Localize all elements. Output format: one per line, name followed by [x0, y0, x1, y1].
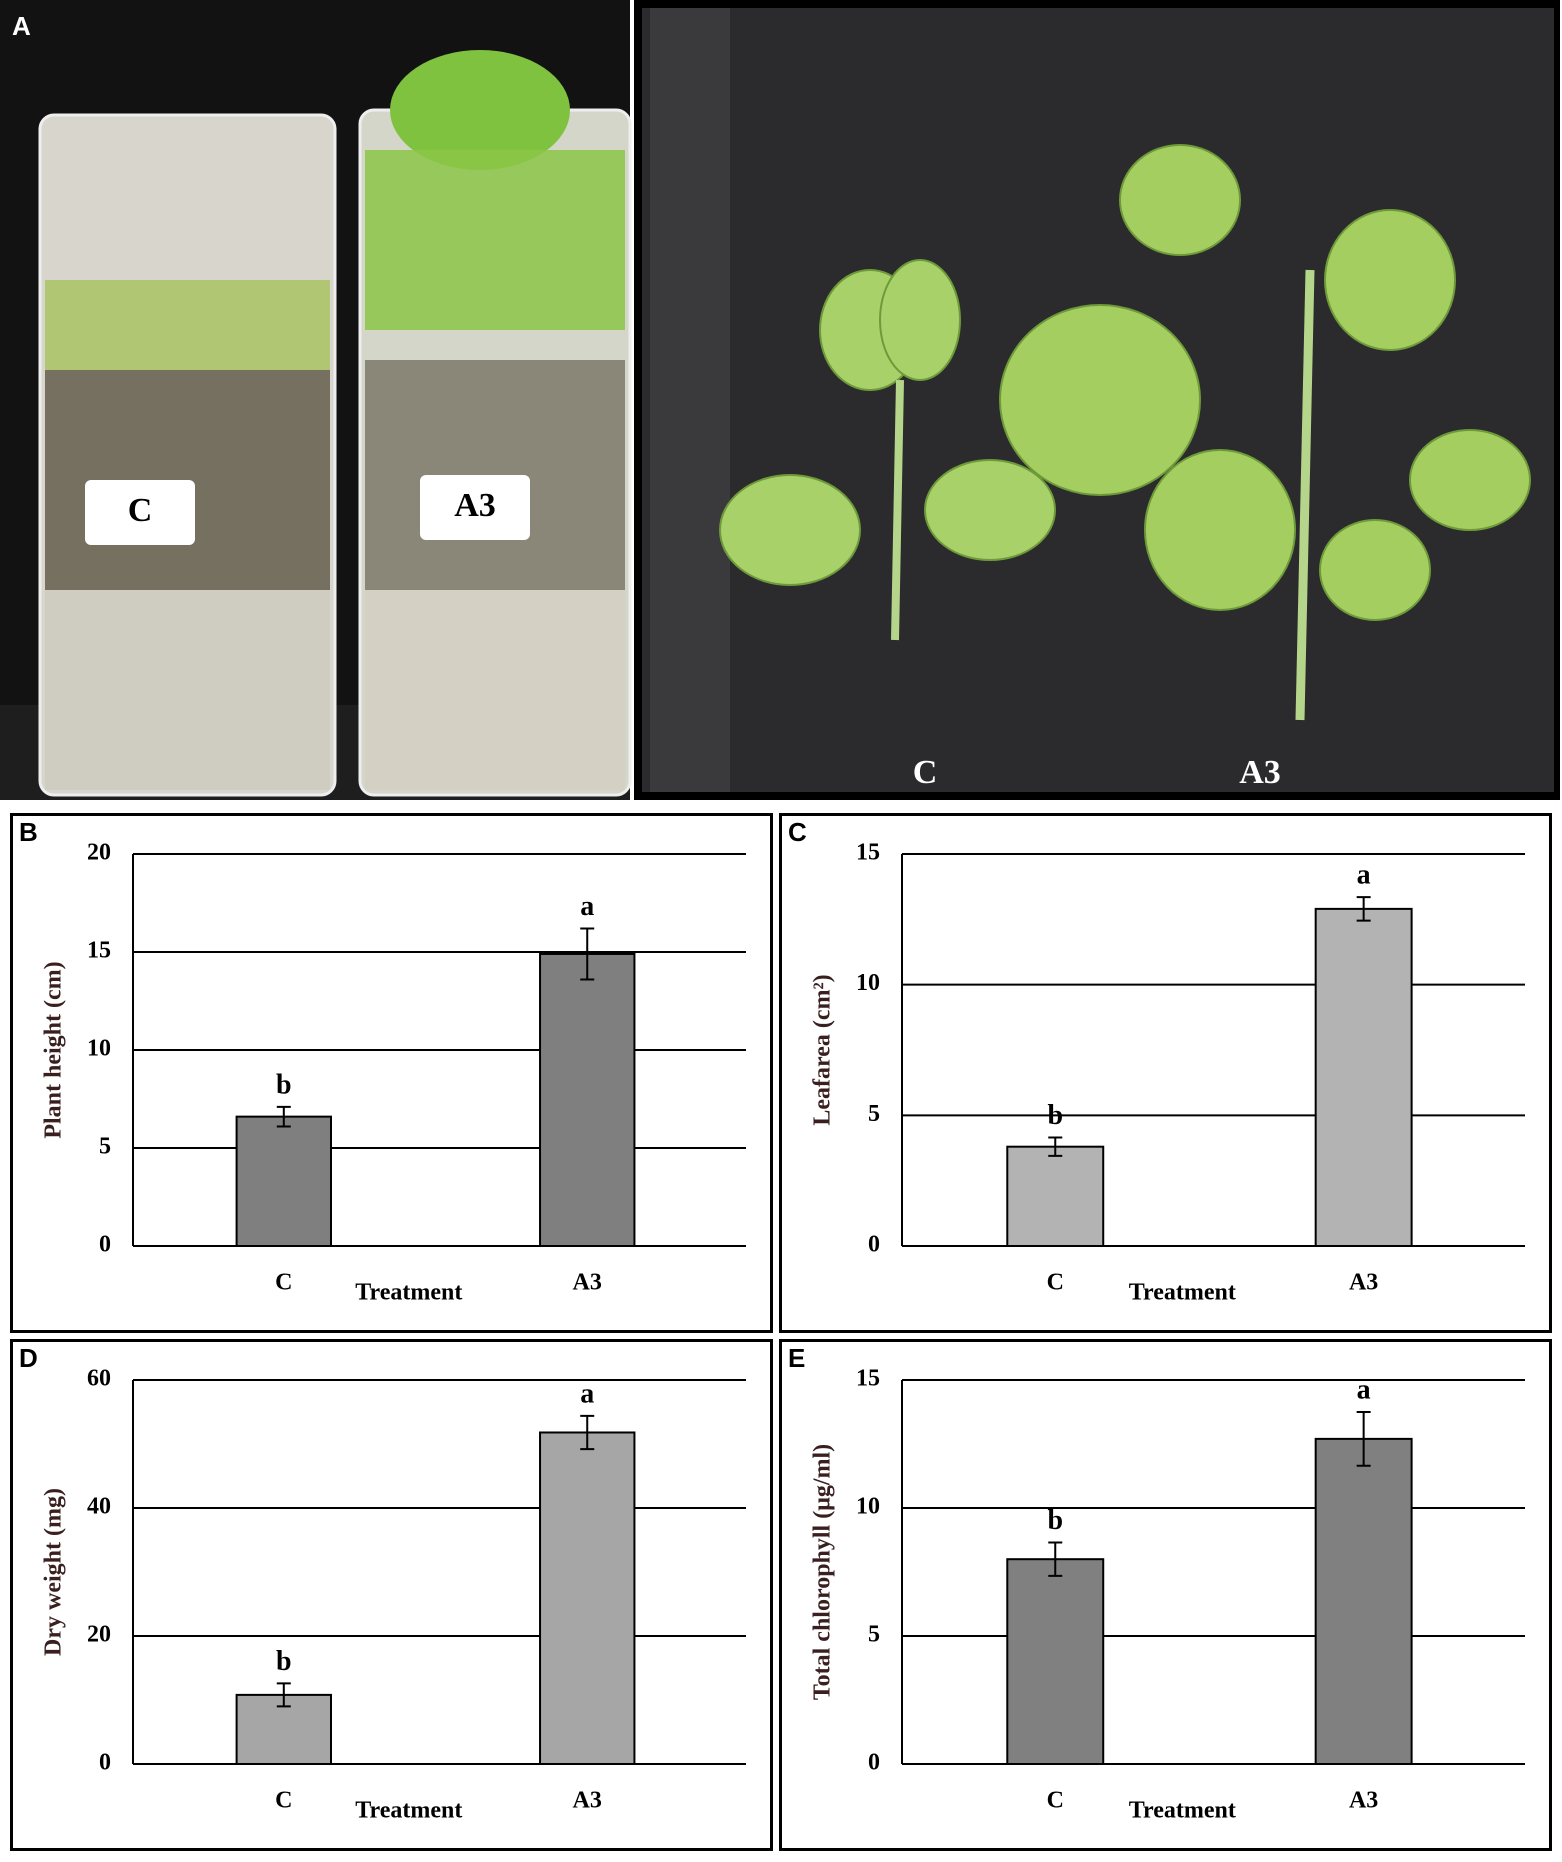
- plant: [365, 150, 625, 330]
- plant: [390, 50, 570, 170]
- y-axis-title: Dry weight (mg): [41, 1488, 67, 1656]
- x-tick-label: C: [275, 1788, 292, 1814]
- chart: C 0 5 10 15 Leafarea (cm²) Treatment Cb A3 a: [788, 817, 1525, 1306]
- error-bar: [580, 927, 595, 981]
- y-tick-label: 20: [87, 840, 111, 866]
- plant-c: [719, 259, 1056, 641]
- error-bar: [1356, 1411, 1371, 1467]
- error-bar: [1048, 1541, 1063, 1577]
- x-tick-label: A3: [573, 1270, 602, 1296]
- bar: [1314, 907, 1413, 1247]
- y-tick-label: 40: [87, 1494, 111, 1520]
- ruler: [650, 8, 730, 792]
- significance-letter: b: [1047, 1505, 1063, 1536]
- x-axis-title: Treatment: [355, 1798, 462, 1824]
- x-tick-label: C: [275, 1270, 292, 1296]
- y-axis-title: Leafarea (cm²): [810, 974, 836, 1125]
- bar: [1006, 1558, 1105, 1765]
- bar: [1006, 1145, 1105, 1247]
- x-tick-label: A3: [573, 1788, 602, 1814]
- y-tick-label: 60: [87, 1366, 111, 1392]
- chart: E 0 5 10 15 Total chlorophyll (μg/ml) Treatmen…: [788, 1343, 1525, 1824]
- jar-label: A3: [454, 487, 496, 524]
- significance-letter: a: [1357, 1374, 1371, 1405]
- agar: [45, 590, 330, 790]
- error-bar: [276, 1105, 291, 1128]
- error-bar: [276, 1682, 291, 1708]
- y-tick-label: 10: [856, 970, 880, 996]
- bar: [235, 1115, 332, 1248]
- jar-tag: [85, 480, 195, 545]
- plant: [45, 280, 330, 380]
- y-axis-title: Total chlorophyll (μg/ml): [810, 1444, 836, 1700]
- x-axis-title: Treatment: [1129, 1280, 1236, 1306]
- plant-label: A3: [1239, 754, 1281, 791]
- y-tick-label: 20: [87, 1622, 111, 1648]
- significance-letter: a: [1357, 860, 1371, 891]
- x-axis-title: Treatment: [355, 1280, 462, 1306]
- photo-panel: C A3 A C A3: [0, 0, 1560, 800]
- x-axis-title: Treatment: [1129, 1798, 1236, 1824]
- bar: [1314, 1437, 1413, 1765]
- y-tick-label: 15: [856, 1366, 880, 1392]
- x-tick-label: C: [1047, 1270, 1064, 1296]
- y-tick-label: 10: [856, 1494, 880, 1520]
- agar: [365, 590, 625, 790]
- plant-a3: [999, 144, 1531, 721]
- error-bar: [1048, 1136, 1063, 1157]
- panel-label: A: [12, 11, 31, 41]
- significance-letter: b: [276, 1069, 292, 1100]
- y-tick-label: 10: [87, 1036, 111, 1062]
- y-tick-label: 15: [87, 938, 111, 964]
- error-bar: [580, 1414, 595, 1451]
- y-tick-label: 0: [99, 1750, 111, 1776]
- y-tick-label: 5: [99, 1134, 111, 1160]
- panel-label: C: [788, 817, 807, 847]
- jar-tag: [420, 475, 530, 540]
- panel-label: D: [19, 1343, 38, 1373]
- error-bar: [1356, 896, 1371, 922]
- panel-label: B: [19, 817, 38, 847]
- panel-label: E: [788, 1343, 805, 1373]
- bar: [539, 1431, 636, 1765]
- significance-letter: a: [580, 891, 594, 922]
- jar-label: C: [128, 492, 153, 529]
- y-tick-label: 0: [868, 1232, 880, 1258]
- x-tick-label: A3: [1349, 1270, 1378, 1296]
- y-tick-label: 5: [868, 1101, 880, 1127]
- chart: D 0 20 40 60 Dry weight (mg) Treatment Cb A3 a: [19, 1343, 746, 1824]
- y-tick-label: 5: [868, 1622, 880, 1648]
- significance-letter: a: [580, 1378, 594, 1409]
- chart-panel: E 0 5 10 15 Total chlorophyll (μg/ml) Treatmen…: [779, 1339, 1552, 1851]
- bar: [539, 952, 636, 1248]
- y-tick-label: 0: [99, 1232, 111, 1258]
- y-tick-label: 15: [856, 840, 880, 866]
- significance-letter: b: [1047, 1100, 1063, 1131]
- y-tick-label: 0: [868, 1750, 880, 1776]
- significance-letter: b: [276, 1646, 292, 1677]
- x-tick-label: C: [1047, 1788, 1064, 1814]
- plant-label: C: [913, 754, 938, 791]
- y-axis-title: Plant height (cm): [41, 961, 67, 1138]
- x-tick-label: A3: [1349, 1788, 1378, 1814]
- chart: B 0 5 10 15 20 Plant height (cm) Treatment Cb A3 a: [19, 817, 746, 1306]
